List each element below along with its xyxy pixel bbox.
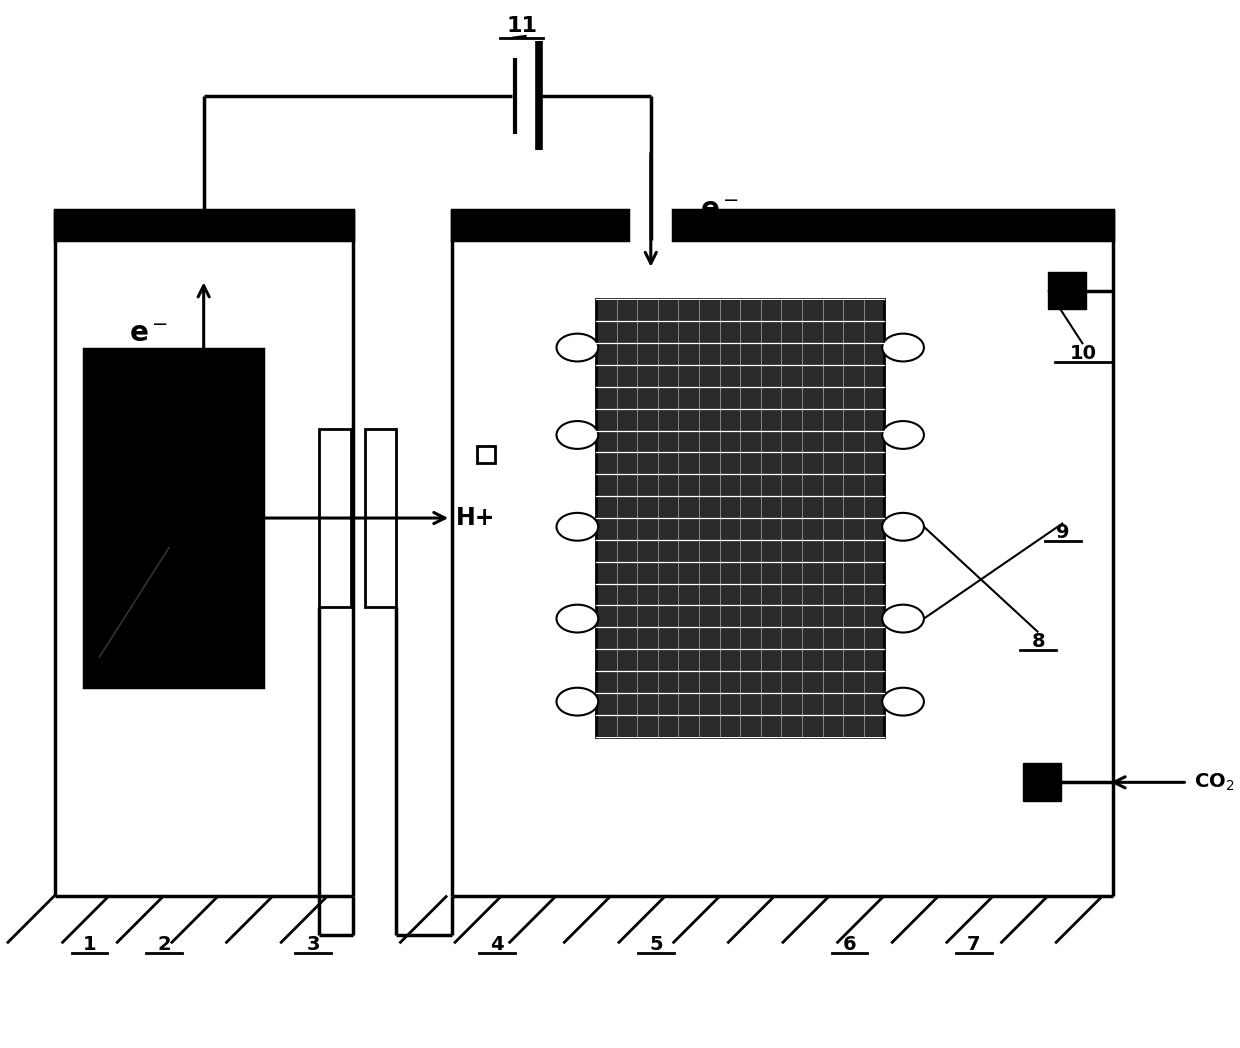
Text: 4: 4 — [490, 935, 503, 955]
Bar — [319, 429, 351, 608]
Bar — [84, 349, 263, 686]
Ellipse shape — [882, 421, 924, 449]
Bar — [673, 210, 1112, 240]
Text: 7: 7 — [967, 935, 981, 955]
Ellipse shape — [557, 687, 598, 716]
Ellipse shape — [557, 605, 598, 633]
Text: 5: 5 — [649, 935, 662, 955]
Text: 9: 9 — [1056, 523, 1070, 542]
Text: 11: 11 — [506, 16, 537, 36]
Ellipse shape — [557, 512, 598, 541]
Bar — [596, 300, 884, 737]
Text: 2: 2 — [157, 935, 171, 955]
Ellipse shape — [882, 687, 924, 716]
Bar — [365, 429, 397, 608]
Ellipse shape — [882, 333, 924, 362]
Bar — [55, 210, 352, 240]
Ellipse shape — [882, 605, 924, 633]
Ellipse shape — [882, 512, 924, 541]
Text: H+: H+ — [456, 506, 496, 530]
Bar — [477, 445, 495, 463]
Text: 10: 10 — [1069, 344, 1096, 364]
Ellipse shape — [557, 421, 598, 449]
Text: 1: 1 — [83, 935, 97, 955]
Bar — [453, 210, 629, 240]
Text: e$^-$: e$^-$ — [701, 196, 739, 224]
Ellipse shape — [557, 333, 598, 362]
Bar — [1023, 763, 1061, 802]
Text: CO$_2$: CO$_2$ — [1194, 771, 1235, 793]
Bar — [1048, 271, 1086, 309]
Text: H+: H+ — [208, 506, 248, 530]
Text: e$^-$: e$^-$ — [129, 321, 169, 348]
Text: 6: 6 — [843, 935, 857, 955]
Text: 8: 8 — [1032, 632, 1045, 651]
Text: 3: 3 — [306, 935, 320, 955]
